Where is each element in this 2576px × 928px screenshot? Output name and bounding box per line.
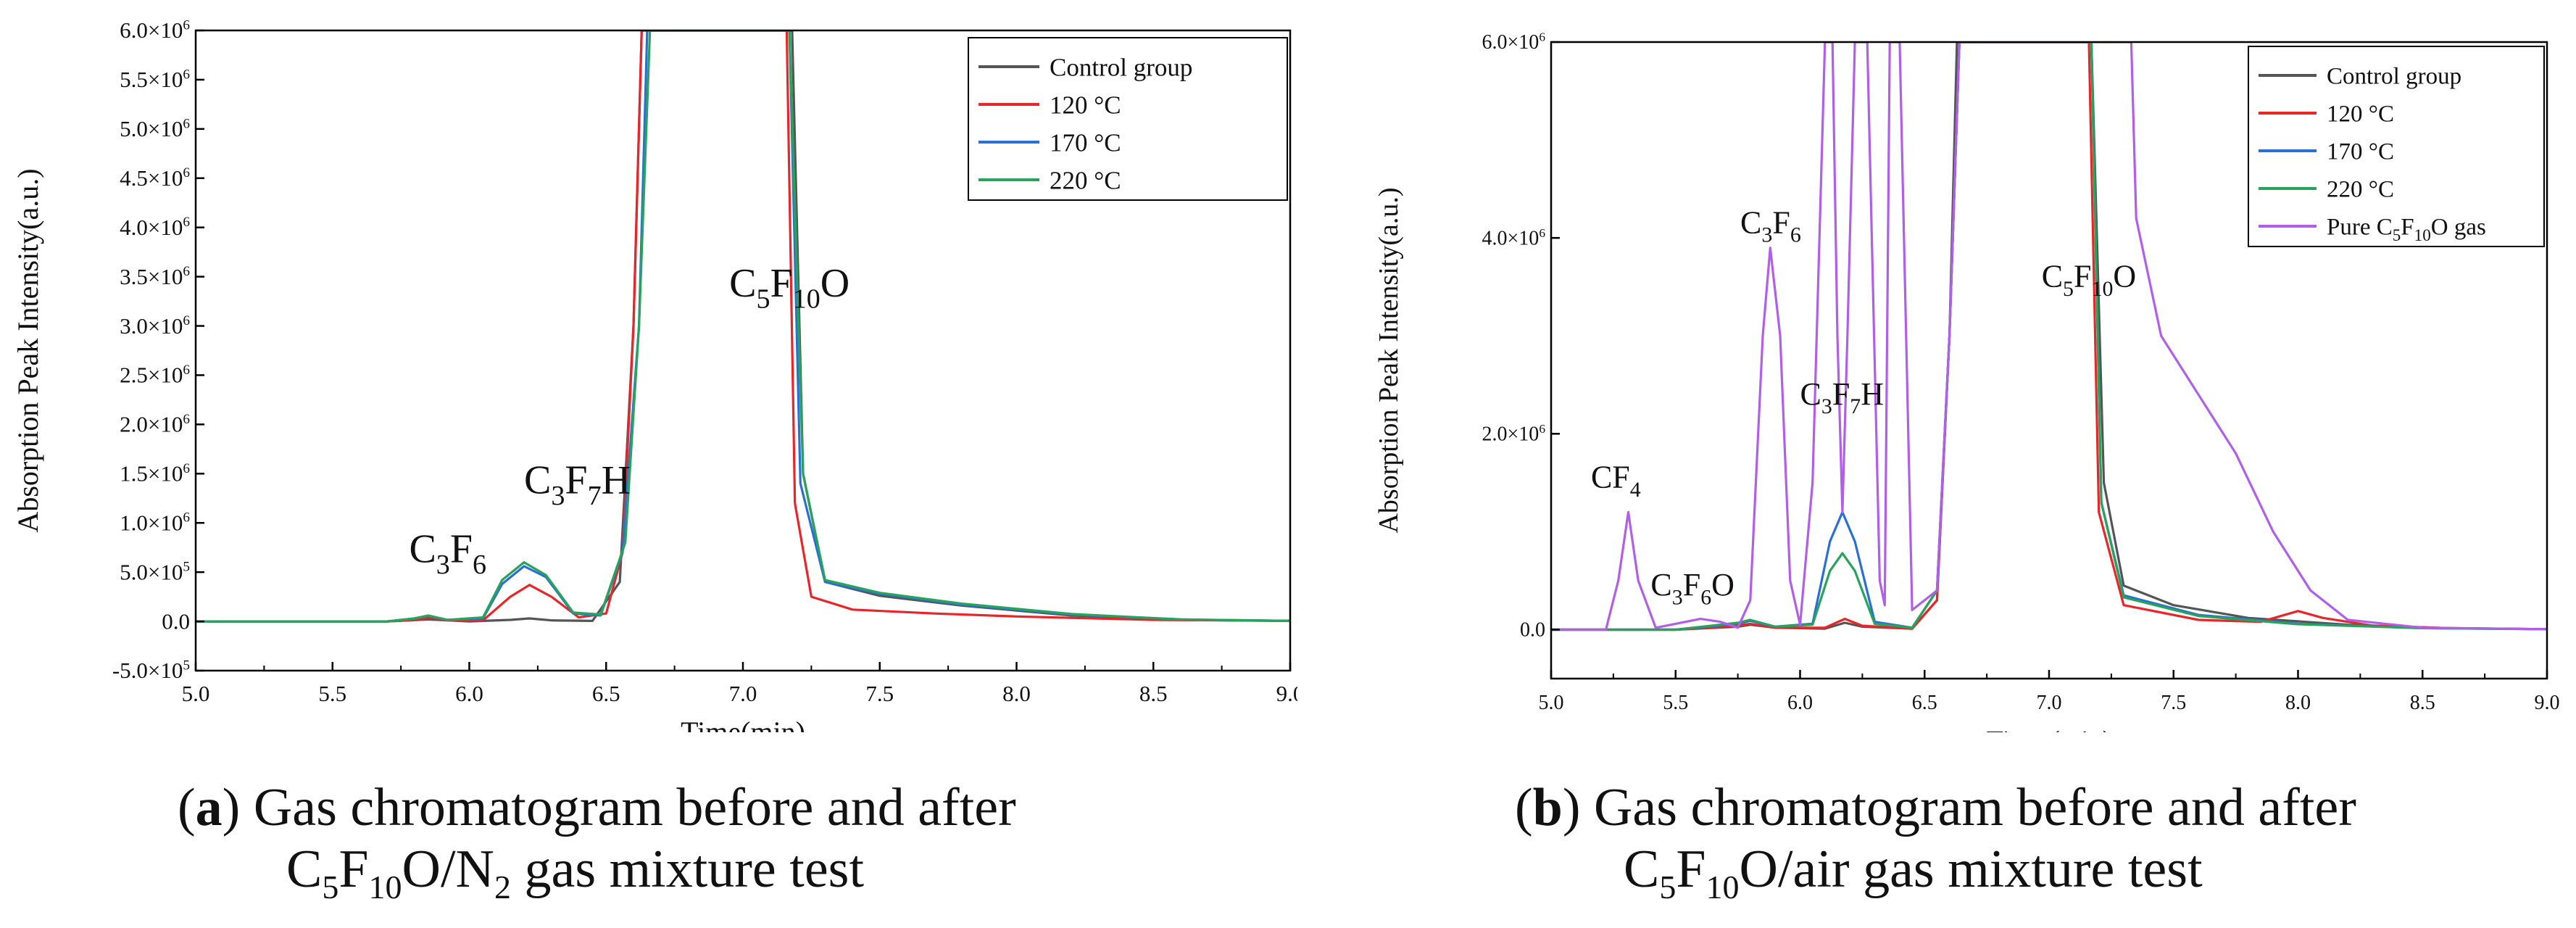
series-line-3 [196,30,1290,623]
y-tick-label: 6.0×106 [120,17,190,43]
legend-label: 170 °C [1050,128,1121,157]
x-tick-label: 9.0 [2535,692,2560,714]
y-tick-label: 2.0×106 [1482,422,1546,446]
legend-label: Control group [2327,64,2461,90]
peak-annotation: CF4 [1591,460,1641,502]
caption-a-line1: (a) Gas chromatogram before and after [178,778,1016,837]
y-tick-label: 4.5×106 [120,165,190,191]
x-tick-label: 6.0 [1787,692,1813,714]
y-tick-label: 5.0×106 [120,116,190,141]
y-tick-label: 3.0×106 [120,313,190,339]
peak-annotation: C3F7H [1800,376,1885,418]
peak-annotation: C5F10O [2042,259,2136,301]
x-tick-label: 8.5 [1139,681,1168,706]
y-tick-label: 1.0×106 [120,510,190,535]
peak-annotation: C3F6 [409,527,486,581]
peak-annotation: C5F10O [729,261,849,315]
y-tick-label: 2.5×106 [120,362,190,388]
x-axis-label: Time (min) [1987,726,2112,732]
caption-a: (a) Gas chromatogram before and after C5… [178,777,1016,907]
legend-label: 220 °C [2327,177,2394,203]
x-tick-label: 5.0 [1539,692,1564,714]
legend-label: 120 °C [2327,102,2394,128]
caption-b-line2: C5F10O/air gas mixture test [1624,840,2203,906]
y-tick-label: 5.0×105 [120,559,190,584]
x-tick-label: 7.5 [865,681,894,706]
x-tick-label: 6.5 [592,681,620,706]
chromatogram-chart-a: 5.0 5.5 6.0 6.5 7.0 7.5 8.0 8.5 9.0 -5.0×105 0.0 5.… [12,17,1297,732]
y-axis-label: Absorption Peak Intensity(a.u.) [1374,187,1404,533]
y-tick-label: 1.5×106 [120,461,190,486]
legend-box [968,37,1288,201]
caption-b-line1: (b) Gas chromatogram before and after [1515,778,2356,837]
legend-label: Pure C5F10O gas [2327,215,2486,244]
legend-label: Control group [1050,53,1192,81]
y-tick-label: 6.0×106 [1482,30,1546,54]
legend: Control group 120 °C 170 °C 220 °C Pure C5F1… [2248,46,2545,247]
legend-label: 220 °C [1050,166,1121,194]
y-tick-label: 0.0 [1520,619,1545,642]
caption-a-line2: C5F10O/N2 gas mixture test [286,840,865,906]
plot-area [196,30,1290,623]
legend-label: 120 °C [1050,91,1121,119]
chart-panel-b: 5.0 5.5 6.0 6.5 7.0 7.5 8.0 8.5 9.0 0.0 2.0×106 4.0… [1297,0,2576,928]
legend-label: 170 °C [2327,139,2394,165]
y-tick-label: 4.0×106 [1482,226,1546,250]
x-axis-label: Time(min) [681,716,805,732]
x-tick-label: 7.0 [729,681,757,706]
peak-annotation: C3F6 [1740,204,1801,246]
x-tick-label: 5.5 [318,681,346,706]
x-tick-label: 7.0 [2037,692,2062,714]
chart-panel-a: 5.0 5.5 6.0 6.5 7.0 7.5 8.0 8.5 9.0 -5.0×105 0.0 5.… [12,17,1297,907]
x-tick-label: 7.5 [2161,692,2186,714]
y-tick-label: -5.0×105 [112,658,190,683]
y-tick-label: 5.5×106 [120,67,190,92]
y-tick-label: 3.5×106 [120,264,190,289]
y-tick-label: 2.0×106 [120,412,190,437]
chromatogram-chart-b: 5.0 5.5 6.0 6.5 7.0 7.5 8.0 8.5 9.0 0.0 2.0×106 4.0… [1374,30,2560,732]
x-tick-label: 8.0 [1002,681,1031,706]
x-tick-label: 6.5 [1912,692,1937,714]
y-tick-label: 4.0×106 [120,215,190,240]
y-axis-label: Absorption Peak Intensity(a.u.) [12,168,44,532]
peak-annotation: C3F6O [1650,567,1734,609]
x-tick-label: 8.0 [2285,692,2311,714]
caption-b: (b) Gas chromatogram before and after C5… [1515,777,2356,907]
x-tick-label: 5.5 [1663,692,1688,714]
x-tick-label: 5.0 [182,681,210,706]
series-line-4 [1551,42,2547,631]
plot-area [1551,42,2547,631]
x-tick-label: 6.0 [455,681,483,706]
y-tick-label: 0.0 [162,608,190,634]
x-tick-label: 8.5 [2410,692,2435,714]
series-line-3 [1551,42,2547,631]
legend: Control group 120 °C 170 °C 220 °C [968,37,1288,201]
x-tick-label: 9.0 [1276,681,1297,706]
legend-box [2248,46,2545,247]
peak-annotation: C3F7H [524,457,631,511]
